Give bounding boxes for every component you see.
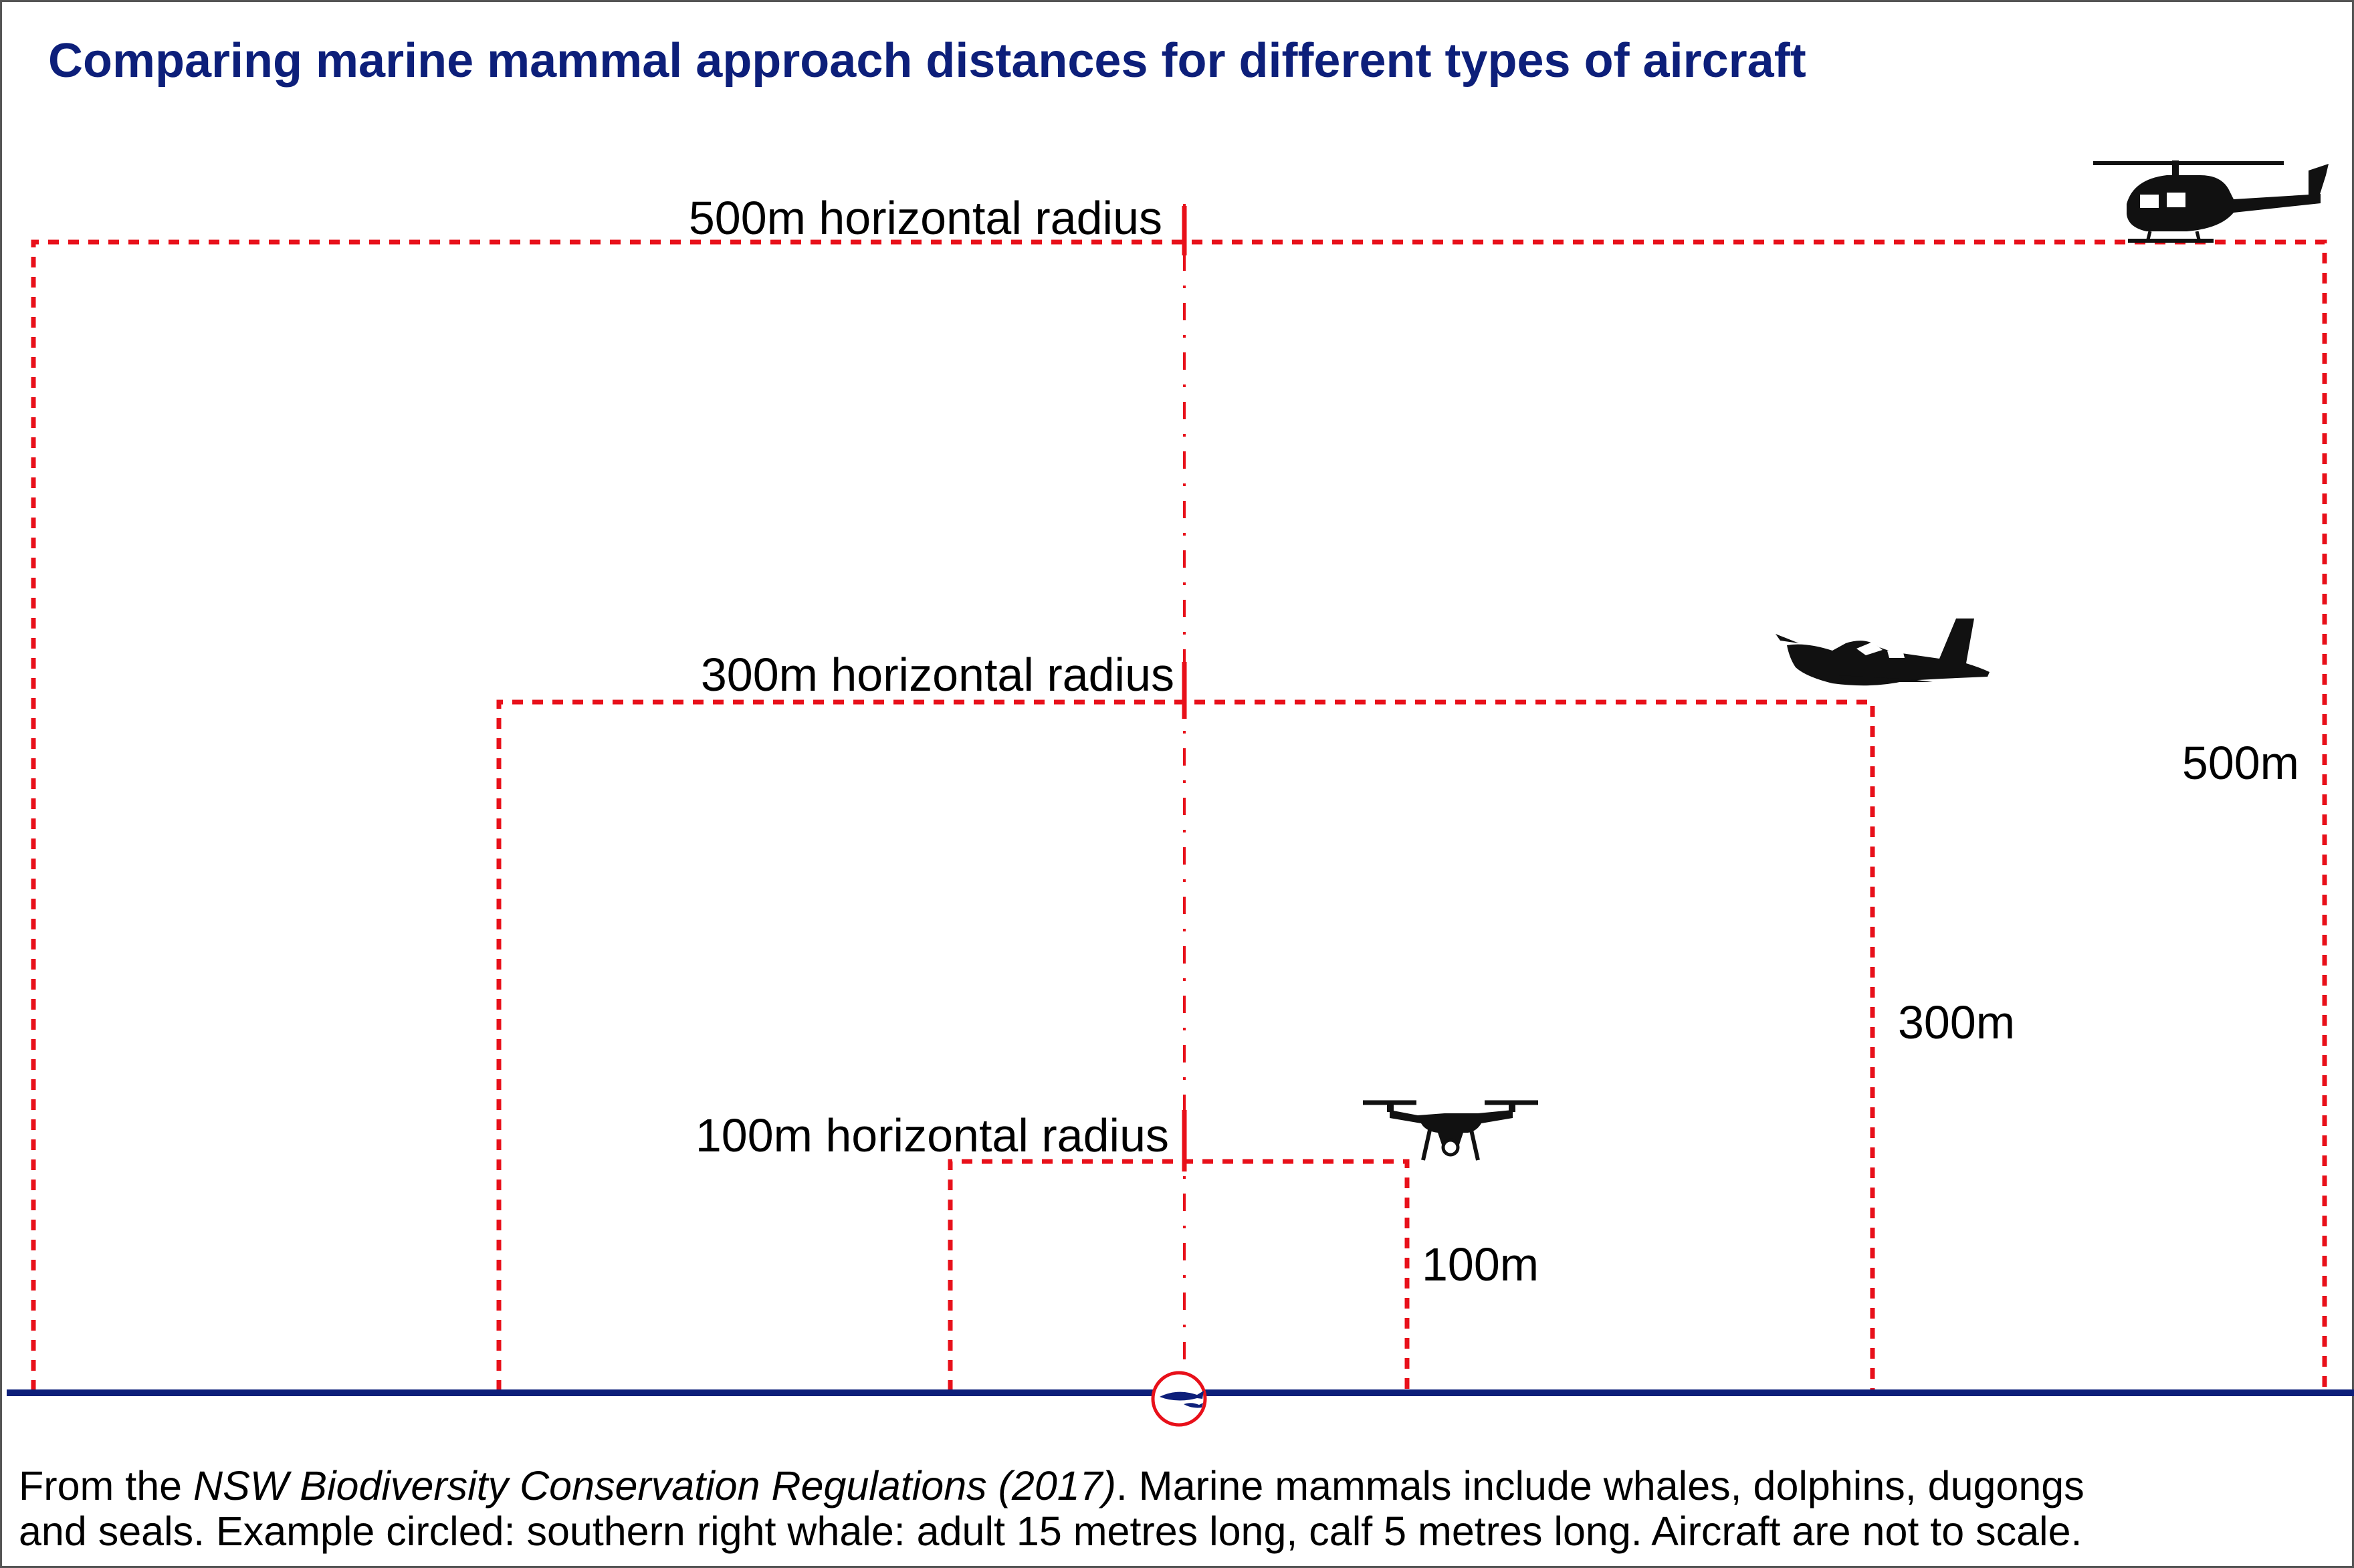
zone-500m-boundary (31, 239, 2327, 1391)
footnote-suffix: . Marine mammals include whales, dolphin… (1116, 1463, 2084, 1508)
radius-label-300m: 300m horizontal radius (701, 649, 1174, 701)
height-label-100m: 100m (1422, 1238, 1539, 1291)
helicopter-icon (2093, 160, 2329, 243)
airplane-icon (1776, 619, 1990, 686)
height-label-500m: 500m (2182, 737, 2299, 789)
footnote-prefix: From the (19, 1463, 193, 1508)
page-title: Comparing marine mammal approach distanc… (48, 34, 1806, 88)
zone-100m-boundary (948, 1159, 1410, 1391)
whale-marker (1151, 1371, 1207, 1427)
footnote-line-1: From the NSW Biodiversity Conservation R… (19, 1463, 2084, 1508)
footnote-citation: NSW Biodiversity Conservation Regulation… (193, 1463, 1116, 1508)
radius-label-100m: 100m horizontal radius (696, 1109, 1169, 1161)
height-label-300m: 300m (1898, 996, 2015, 1048)
radius-label-500m: 500m horizontal radius (689, 192, 1162, 244)
drone-icon (1363, 1100, 1538, 1161)
whale-icon (1160, 1391, 1204, 1408)
zone-300m-boundary (496, 699, 1875, 1391)
footnote-line-2: and seals. Example circled: southern rig… (19, 1508, 2082, 1554)
